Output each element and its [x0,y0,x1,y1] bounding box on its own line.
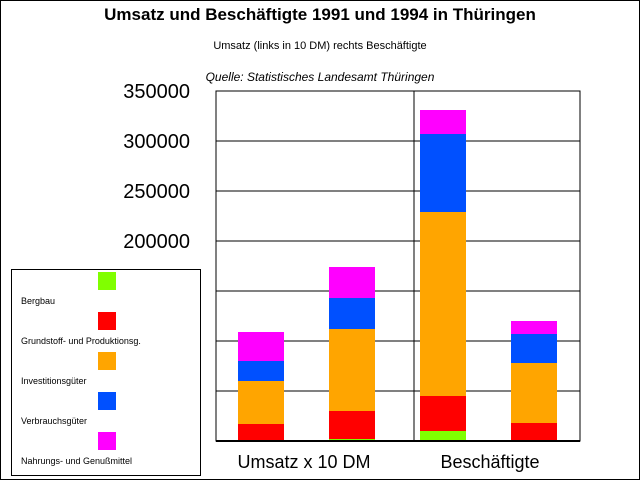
bar-segment-investitionsgueter [329,329,375,411]
bar-segment-investitionsgueter [420,212,466,396]
x-category-label: Umsatz x 10 DM [237,452,370,472]
x-category-label: Beschäftigte [440,452,539,472]
legend-item-bergbau: Bergbau [12,272,200,312]
legend: Bergbau Grundstoff- und Produktionsg. In… [11,269,201,476]
bar-segment-verbrauchsgueter [420,134,466,212]
legend-swatch [98,432,116,450]
legend-item-grundstoff: Grundstoff- und Produktionsg. [12,312,200,352]
bar-segment-bergbau [420,431,466,441]
legend-swatch [98,272,116,290]
bar-segment-nahrungs [238,332,284,361]
bar-segment-investitionsgueter [511,363,557,423]
legend-label: Investitionsgüter [21,376,87,386]
bar-segment-verbrauchsgueter [329,298,375,329]
legend-label: Nahrungs- und Genußmittel [21,456,133,466]
legend-item-verbrauchsgueter: Verbrauchsgüter [12,392,200,432]
bar-segment-nahrungs [511,321,557,334]
legend-swatch [98,392,116,410]
legend-label: Grundstoff- und Produktionsg. [21,336,141,346]
chart-source: Quelle: Statistisches Landesamt Thüringe… [205,70,435,84]
bar-segment-investitionsgueter [238,381,284,424]
y-tick-label: 250000 [123,181,190,203]
bar-segment-verbrauchsgueter [238,361,284,381]
bar-segment-grundstoff [329,411,375,439]
chart-subtitle: Umsatz (links in 10 DM) rechts Beschäfti… [213,40,427,52]
legend-item-investitionsgueter: Investitionsgüter [12,352,200,392]
bar-segment-nahrungs [420,110,466,134]
y-tick-label: 350000 [123,81,190,103]
bar-segment-verbrauchsgueter [511,334,557,363]
y-tick-label: 200000 [123,231,190,253]
y-tick-label: 300000 [123,131,190,153]
legend-label: Bergbau [21,296,56,306]
chart-title: Umsatz und Beschäftigte 1991 und 1994 in… [104,5,536,24]
legend-label: Verbrauchsgüter [21,416,88,426]
bar-segment-grundstoff [511,423,557,440]
legend-swatch [98,352,116,370]
legend-swatch [98,312,116,330]
bar-segment-grundstoff [420,396,466,431]
bar-segment-grundstoff [238,424,284,441]
bar-segment-nahrungs [329,267,375,298]
legend-item-nahrungs: Nahrungs- und Genußmittel [12,432,200,472]
